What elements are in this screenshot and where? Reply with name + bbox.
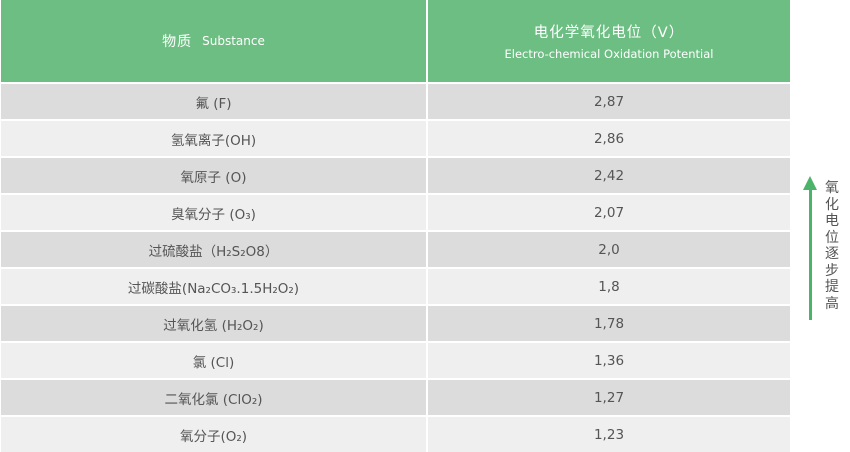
potential-cell: 1,8 [428,269,790,304]
potential-cell: 1,78 [428,306,790,341]
potential-trend-legend: 氧化电位逐步提高 [802,176,842,322]
table-row: 臭氧分子 (O₃) 2,07 [1,195,790,230]
potential-cell: 2,0 [428,232,790,267]
substance-cell: 氢氧离子(OH) [1,121,428,156]
potential-cell: 1,23 [428,417,790,452]
table-row: 过硫酸盐（H₂S₂O8） 2,0 [1,232,790,267]
substance-cell: 氧原子 (O) [1,158,428,193]
legend-text: 氧化电位逐步提高 [825,180,839,312]
potential-cell: 1,27 [428,380,790,415]
table-row: 过碳酸盐(Na₂CO₃.1.5H₂O₂) 1,8 [1,269,790,304]
table-header: 物质 Substance 电化学氧化电位（V） Electro-chemical… [1,0,790,82]
header-potential-en: Electro-chemical Oxidation Potential [504,47,714,61]
table-row: 氢氧离子(OH) 2,86 [1,121,790,156]
potential-cell: 2,42 [428,158,790,193]
header-substance: 物质 Substance [1,0,428,82]
table-row: 氧原子 (O) 2,42 [1,158,790,193]
substance-cell: 过氧化氢 (H₂O₂) [1,306,428,341]
substance-cell: 氟 (F) [1,84,428,119]
table-row: 过氧化氢 (H₂O₂) 1,78 [1,306,790,341]
substance-cell: 过碳酸盐(Na₂CO₃.1.5H₂O₂) [1,269,428,304]
table-row: 二氧化氯 (ClO₂) 1,27 [1,380,790,415]
oxidation-potential-table: 物质 Substance 电化学氧化电位（V） Electro-chemical… [1,0,790,452]
potential-cell: 2,07 [428,195,790,230]
substance-cell: 臭氧分子 (O₃) [1,195,428,230]
potential-cell: 1,36 [428,343,790,378]
substance-cell: 氯 (Cl) [1,343,428,378]
header-substance-cn: 物质 [162,34,193,50]
potential-cell: 2,86 [428,121,790,156]
header-potential-cn: 电化学氧化电位（V） [533,25,685,41]
arrow-up-icon [803,176,817,190]
arrow-shaft [809,188,812,320]
potential-cell: 2,87 [428,84,790,119]
table-row: 氧分子(O₂) 1,23 [1,417,790,452]
substance-cell: 过硫酸盐（H₂S₂O8） [1,232,428,267]
header-potential: 电化学氧化电位（V） Electro-chemical Oxidation Po… [428,0,790,82]
substance-cell: 氧分子(O₂) [1,417,428,452]
table-row: 氟 (F) 2,87 [1,84,790,119]
table-row: 氯 (Cl) 1,36 [1,343,790,378]
substance-cell: 二氧化氯 (ClO₂) [1,380,428,415]
header-substance-en: Substance [202,34,265,48]
